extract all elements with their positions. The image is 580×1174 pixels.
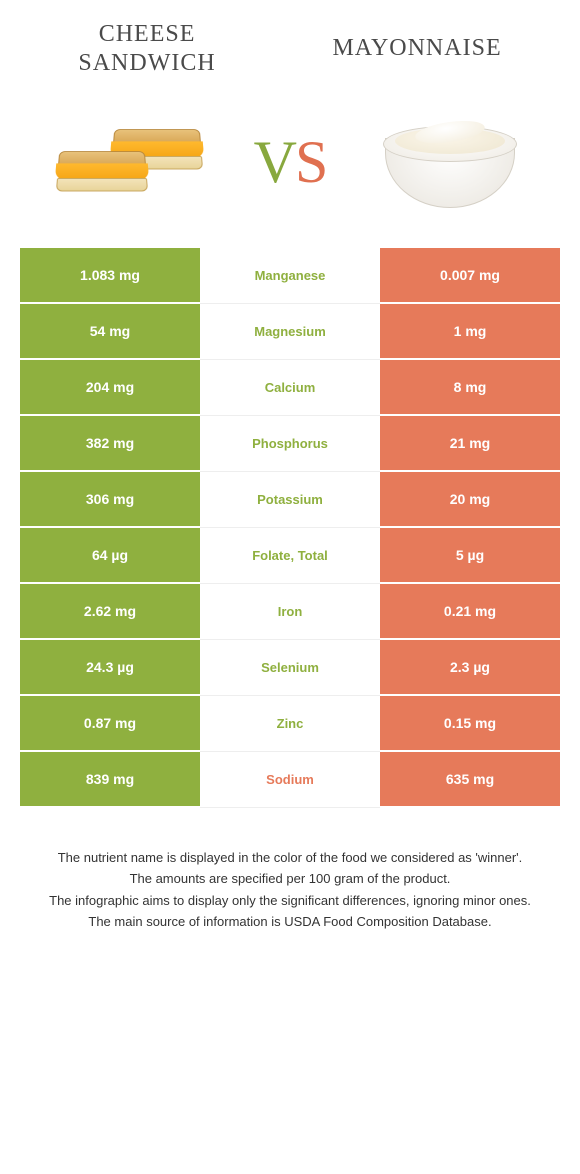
- left-value-cell: 382 mg: [20, 416, 200, 472]
- left-value-cell: 64 µg: [20, 528, 200, 584]
- table-row: 54 mgMagnesium1 mg: [20, 304, 560, 360]
- table-row: 306 mgPotassium20 mg: [20, 472, 560, 528]
- footnotes: The nutrient name is displayed in the co…: [0, 808, 580, 964]
- nutrient-name-cell: Calcium: [200, 360, 380, 416]
- sandwich-icon: [55, 108, 205, 218]
- footnote-line: The main source of information is USDA F…: [30, 912, 550, 932]
- left-value-cell: 839 mg: [20, 752, 200, 808]
- table-row: 382 mgPhosphorus21 mg: [20, 416, 560, 472]
- right-value-cell: 20 mg: [380, 472, 560, 528]
- right-value-cell: 5 µg: [380, 528, 560, 584]
- right-value-cell: 0.21 mg: [380, 584, 560, 640]
- vs-label: VS: [254, 128, 327, 197]
- right-value-cell: 21 mg: [380, 416, 560, 472]
- nutrient-name-cell: Selenium: [200, 640, 380, 696]
- left-value-cell: 2.62 mg: [20, 584, 200, 640]
- nutrient-name-cell: Phosphorus: [200, 416, 380, 472]
- right-value-cell: 0.007 mg: [380, 248, 560, 304]
- table-row: 1.083 mgManganese0.007 mg: [20, 248, 560, 304]
- right-value-cell: 0.15 mg: [380, 696, 560, 752]
- nutrient-name-cell: Potassium: [200, 472, 380, 528]
- left-value-cell: 0.87 mg: [20, 696, 200, 752]
- left-value-cell: 24.3 µg: [20, 640, 200, 696]
- left-value-cell: 1.083 mg: [20, 248, 200, 304]
- table-row: 64 µgFolate, total5 µg: [20, 528, 560, 584]
- mayo-bowl-icon: [375, 108, 525, 218]
- comparison-table: 1.083 mgManganese0.007 mg54 mgMagnesium1…: [20, 248, 560, 808]
- footnote-line: The amounts are specified per 100 gram o…: [30, 869, 550, 889]
- nutrient-name-cell: Folate, total: [200, 528, 380, 584]
- table-row: 0.87 mgZinc0.15 mg: [20, 696, 560, 752]
- images-row: VS: [0, 88, 580, 248]
- left-value-cell: 54 mg: [20, 304, 200, 360]
- footnote-line: The nutrient name is displayed in the co…: [30, 848, 550, 868]
- footnote-line: The infographic aims to display only the…: [30, 891, 550, 911]
- nutrient-name-cell: Magnesium: [200, 304, 380, 360]
- right-food-image: [375, 108, 525, 218]
- table-row: 839 mgSodium635 mg: [20, 752, 560, 808]
- right-value-cell: 2.3 µg: [380, 640, 560, 696]
- nutrient-name-cell: Zinc: [200, 696, 380, 752]
- table-row: 24.3 µgSelenium2.3 µg: [20, 640, 560, 696]
- left-food-title: Cheese sandwich: [78, 20, 215, 78]
- right-food-title: Mayonnaise: [332, 34, 501, 63]
- right-value-cell: 635 mg: [380, 752, 560, 808]
- nutrient-name-cell: Iron: [200, 584, 380, 640]
- left-food-image: [55, 108, 205, 218]
- nutrient-name-cell: Sodium: [200, 752, 380, 808]
- vs-v: V: [254, 129, 295, 195]
- left-title-line2: sandwich: [78, 50, 215, 76]
- right-value-cell: 8 mg: [380, 360, 560, 416]
- vs-s: S: [295, 129, 326, 195]
- right-value-cell: 1 mg: [380, 304, 560, 360]
- left-value-cell: 306 mg: [20, 472, 200, 528]
- header: Cheese sandwich Mayonnaise: [0, 0, 580, 88]
- left-title-line1: Cheese: [99, 21, 196, 47]
- table-row: 2.62 mgIron0.21 mg: [20, 584, 560, 640]
- table-row: 204 mgCalcium8 mg: [20, 360, 560, 416]
- nutrient-name-cell: Manganese: [200, 248, 380, 304]
- left-value-cell: 204 mg: [20, 360, 200, 416]
